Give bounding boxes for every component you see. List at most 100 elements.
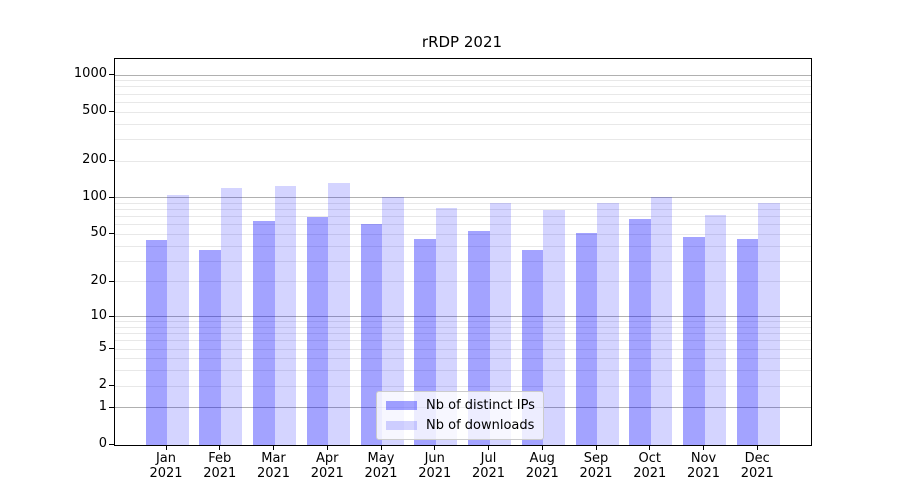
x-tick-mark	[219, 445, 221, 450]
legend-label-downloads: Nb of downloads	[426, 418, 535, 433]
bar-downloads-jul	[489, 203, 511, 445]
y-tick-label: 20	[90, 272, 107, 288]
y-tick-mark	[109, 196, 114, 198]
x-tick-month: Jan	[155, 451, 177, 466]
gridline-minor	[115, 333, 811, 335]
x-tick-year: 2021	[364, 466, 398, 481]
gridline-minor	[115, 281, 811, 283]
bar-downloads-dec	[758, 203, 780, 445]
bar-distinct-ips-feb	[199, 250, 221, 445]
chart-title: rRDP 2021	[421, 33, 503, 51]
x-tick-label-oct: Oct 2021	[618, 451, 682, 481]
x-tick-label-feb: Feb 2021	[188, 451, 252, 481]
gridline-minor	[115, 111, 811, 113]
gridline-minor	[115, 326, 811, 328]
gridline-minor	[115, 123, 811, 125]
y-tick-mark	[109, 444, 114, 445]
gridline-minor	[115, 233, 811, 235]
bar-distinct-ips-apr	[306, 216, 329, 445]
y-tick-mark	[109, 406, 114, 408]
x-tick-label-jun: Jun 2021	[403, 451, 467, 481]
x-tick-mark	[649, 445, 651, 450]
bar-distinct-ips-oct	[629, 219, 651, 445]
x-tick-label-mar: Mar 2021	[242, 451, 306, 481]
gridline-minor	[115, 321, 811, 323]
y-tick-mark	[109, 74, 114, 76]
gridline-minor	[115, 202, 811, 204]
y-tick-label: 10	[90, 307, 107, 323]
bar-downloads-apr	[328, 182, 350, 445]
x-tick-mark	[434, 445, 436, 450]
x-tick-month: Jul	[480, 451, 497, 466]
x-tick-month: Aug	[529, 451, 555, 466]
plot-area	[114, 58, 812, 446]
gridline-minor	[115, 370, 811, 372]
x-tick-year: 2021	[203, 466, 237, 481]
y-tick-label: 0	[98, 436, 107, 451]
x-tick-mark	[541, 445, 543, 450]
bar-downloads-aug	[543, 209, 565, 445]
x-tick-mark	[595, 445, 597, 450]
x-tick-year: 2021	[471, 466, 506, 481]
y-tick-mark	[109, 348, 114, 350]
x-tick-month: Dec	[744, 451, 770, 466]
x-tick-year: 2021	[310, 466, 344, 481]
bar-distinct-ips-dec	[736, 238, 759, 445]
x-tick-label-jan: Jan 2021	[134, 451, 198, 481]
bar-distinct-ips-jan	[145, 239, 167, 445]
bar-downloads-sep	[597, 202, 619, 445]
x-tick-label-may: May 2021	[349, 451, 413, 481]
bar-downloads-nov	[704, 214, 726, 445]
x-tick-year: 2021	[686, 466, 721, 481]
bar-downloads-jun	[435, 207, 458, 445]
gridline-minor	[115, 385, 811, 387]
x-tick-label-jul: Jul 2021	[457, 451, 521, 481]
x-tick-month: Oct	[638, 451, 661, 466]
x-tick-year: 2021	[633, 466, 667, 481]
gridline-major	[115, 316, 811, 318]
x-tick-year: 2021	[740, 466, 774, 481]
y-tick-label: 200	[82, 152, 107, 168]
gridline-minor	[115, 260, 811, 262]
x-tick-mark	[756, 445, 758, 450]
gridline-minor	[115, 86, 811, 88]
gridline-minor	[115, 224, 811, 226]
y-tick-label: 100	[82, 188, 107, 204]
gridline-minor	[115, 348, 811, 350]
x-tick-label-sep: Sep 2021	[564, 451, 628, 481]
bar-downloads-may	[382, 196, 404, 445]
x-tick-mark	[380, 445, 382, 450]
y-tick-label: 50	[90, 225, 107, 241]
bar-distinct-ips-sep	[575, 233, 597, 445]
y-tick-mark	[109, 315, 114, 317]
x-tick-month: Feb	[208, 451, 232, 466]
bar-downloads-mar	[274, 186, 296, 445]
y-tick-label: 1000	[73, 66, 107, 82]
gridline-minor	[115, 358, 811, 360]
bar-distinct-ips-mar	[253, 221, 275, 445]
y-tick-mark	[109, 280, 114, 282]
gridline-minor	[115, 340, 811, 342]
bar-distinct-ips-may	[360, 224, 382, 445]
y-tick-mark	[109, 385, 114, 387]
legend-item-distinct-ips: Nb of distinct IPs	[386, 398, 535, 413]
y-tick-label: 500	[82, 103, 107, 119]
x-tick-mark	[326, 445, 328, 450]
legend-swatch-downloads	[386, 421, 417, 430]
gridline-minor	[115, 101, 811, 103]
x-tick-label-nov: Nov 2021	[672, 451, 736, 481]
gridline-minor	[115, 160, 811, 162]
gridline-minor	[115, 138, 811, 140]
legend-swatch-distinct-ips	[386, 401, 417, 410]
x-tick-year: 2021	[579, 466, 613, 481]
x-tick-mark	[273, 445, 274, 450]
gridline-minor	[115, 93, 811, 95]
y-tick-label: 1	[98, 398, 107, 414]
legend: Nb of distinct IPs Nb of downloads	[376, 391, 544, 440]
gridline-minor	[115, 80, 811, 82]
bar-downloads-jan	[167, 194, 189, 445]
x-tick-year: 2021	[256, 466, 291, 481]
gridline-minor	[115, 209, 811, 211]
y-tick-mark	[109, 160, 114, 162]
